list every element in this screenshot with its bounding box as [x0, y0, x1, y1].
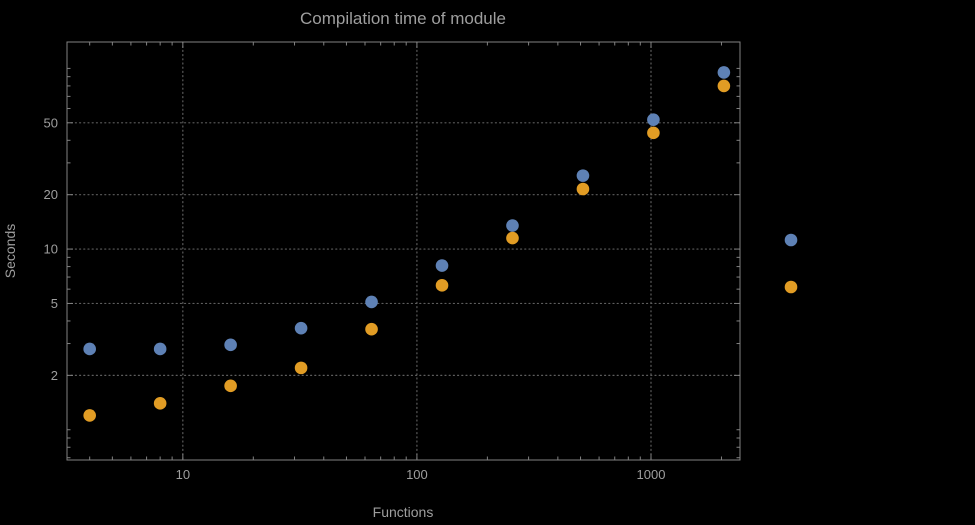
x-axis-label: Functions: [373, 504, 434, 520]
data-point-series-1: [717, 66, 731, 79]
y-axis-label: Seconds: [2, 224, 18, 278]
data-point-series-1: [153, 342, 167, 356]
y-tick-label: 10: [44, 242, 58, 257]
y-tick-label: 5: [51, 296, 58, 311]
axis-ticks: [67, 42, 740, 460]
legend-marker-series-1: [784, 233, 798, 247]
chart-title: Compilation time of module: [300, 9, 506, 28]
x-tick-label: 10: [176, 467, 190, 482]
tick-labels: 10 100 1000 2 5 10 20 50: [44, 115, 666, 482]
data-point-series-2: [224, 379, 237, 393]
data-point-series-1: [294, 321, 308, 335]
data-point-series-2: [83, 409, 96, 422]
data-point-series-1: [224, 338, 237, 352]
x-tick-label: 100: [406, 467, 428, 482]
data-point-series-1: [576, 169, 590, 182]
data-point-series-2: [365, 322, 378, 336]
data-point-series-1: [435, 259, 449, 272]
y-tick-label: 2: [51, 368, 58, 383]
data-point-series-1: [647, 113, 660, 127]
data-point-series-2: [647, 126, 660, 140]
data-point-series-1: [506, 219, 519, 232]
data-point-series-2: [576, 182, 590, 196]
data-point-series-2: [717, 79, 731, 93]
legend: [784, 233, 798, 294]
data-point-series-1: [83, 342, 96, 356]
plot-frame: [66, 41, 741, 461]
data-points: [83, 66, 731, 422]
data-point-series-2: [435, 279, 449, 292]
y-tick-label: 50: [44, 115, 58, 130]
legend-marker-series-2: [784, 280, 798, 294]
gridlines: [66, 41, 741, 461]
data-point-series-2: [506, 231, 519, 245]
y-tick-label: 20: [44, 187, 58, 202]
data-point-series-2: [294, 361, 308, 375]
x-tick-label: 1000: [637, 467, 666, 482]
data-point-series-1: [365, 295, 378, 309]
data-point-series-2: [153, 397, 167, 410]
